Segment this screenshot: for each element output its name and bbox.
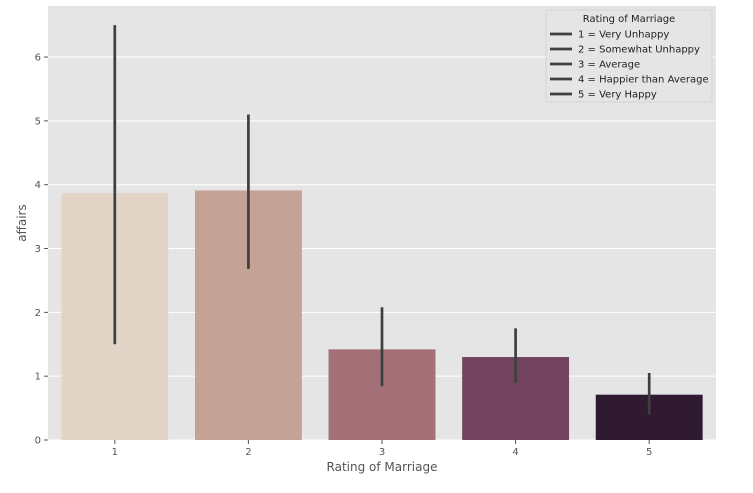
y-tick-label: 5 (35, 116, 41, 127)
x-tick-label: 1 (112, 447, 118, 458)
x-tick-label: 3 (379, 447, 385, 458)
y-tick-label: 3 (35, 244, 41, 255)
y-axis-label: affairs (15, 204, 29, 242)
y-tick-label: 2 (35, 308, 41, 319)
legend-entry: 2 = Somewhat Unhappy (578, 45, 700, 56)
y-axis-ticks: 0 1 2 3 4 5 6 (35, 53, 48, 447)
y-tick-label: 0 (35, 436, 41, 447)
legend-entry: 5 = Very Happy (578, 90, 657, 101)
legend-entry: 4 = Happier than Average (578, 75, 709, 86)
x-axis-ticks: 1 2 3 4 5 (112, 440, 652, 458)
y-tick-label: 1 (35, 372, 41, 383)
x-tick-label: 4 (512, 447, 518, 458)
legend-title: Rating of Marriage (583, 14, 675, 25)
y-tick-label: 6 (35, 53, 41, 64)
error-bars (113, 25, 651, 415)
legend-entries: 1 = Very Unhappy 2 = Somewhat Unhappy 3 = … (550, 30, 709, 101)
legend-box (545, 9, 713, 103)
x-tick-label: 2 (245, 447, 251, 458)
x-tick-label: 5 (646, 447, 652, 458)
x-axis-label: Rating of Marriage (327, 460, 438, 474)
legend: Rating of Marriage 1 = Very Unhappy 2 = S… (545, 9, 713, 103)
legend-entry: 1 = Very Unhappy (578, 30, 669, 41)
legend-entry: 3 = Average (578, 60, 640, 71)
y-tick-label: 4 (35, 180, 41, 191)
